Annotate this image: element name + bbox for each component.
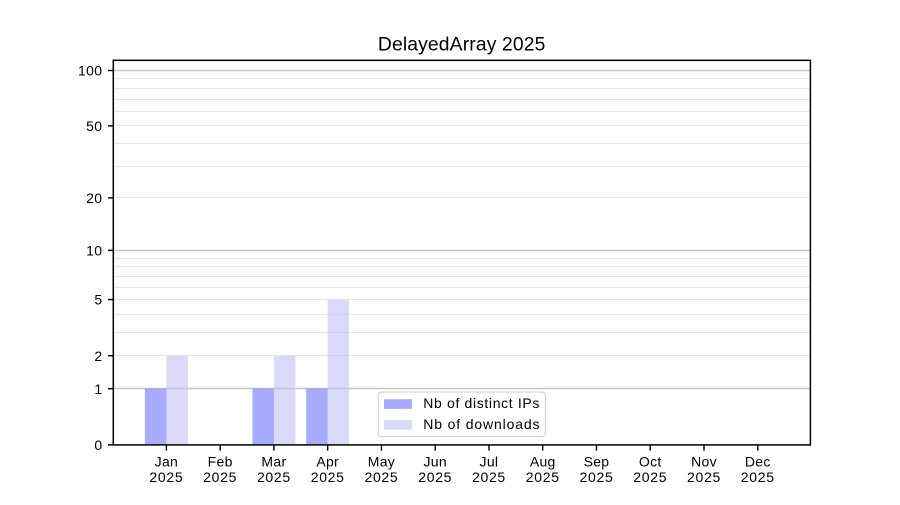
svg-text:2025: 2025: [364, 469, 398, 485]
svg-text:Mar: Mar: [261, 453, 286, 469]
svg-text:100: 100: [78, 63, 103, 79]
svg-text:50: 50: [86, 118, 102, 134]
svg-text:20: 20: [86, 190, 102, 206]
svg-text:Feb: Feb: [208, 453, 233, 469]
svg-text:2025: 2025: [257, 469, 291, 485]
svg-text:2025: 2025: [311, 469, 345, 485]
svg-text:Jul: Jul: [480, 453, 499, 469]
svg-text:2025: 2025: [418, 469, 452, 485]
svg-text:Nov: Nov: [691, 453, 717, 469]
svg-text:2025: 2025: [203, 469, 237, 485]
svg-text:Jun: Jun: [423, 453, 446, 469]
svg-text:Dec: Dec: [745, 453, 771, 469]
svg-text:1: 1: [94, 381, 102, 397]
svg-text:2025: 2025: [741, 469, 775, 485]
svg-text:Nb of downloads: Nb of downloads: [423, 416, 540, 432]
svg-text:Nb of distinct IPs: Nb of distinct IPs: [423, 395, 540, 411]
svg-text:DelayedArray 2025: DelayedArray 2025: [378, 35, 546, 56]
svg-text:10: 10: [86, 242, 102, 258]
svg-text:Jan: Jan: [155, 453, 178, 469]
svg-text:May: May: [368, 453, 395, 469]
svg-text:5: 5: [94, 292, 102, 308]
svg-text:Sep: Sep: [584, 453, 610, 469]
svg-text:2025: 2025: [580, 469, 614, 485]
svg-text:Aug: Aug: [530, 453, 556, 469]
svg-text:2025: 2025: [472, 469, 506, 485]
svg-text:0: 0: [94, 437, 102, 453]
svg-text:Oct: Oct: [639, 453, 662, 469]
svg-text:2025: 2025: [687, 469, 721, 485]
svg-text:2025: 2025: [633, 469, 667, 485]
svg-text:2: 2: [94, 348, 102, 364]
svg-text:2025: 2025: [149, 469, 183, 485]
svg-text:2025: 2025: [526, 469, 560, 485]
svg-text:Apr: Apr: [316, 453, 339, 469]
